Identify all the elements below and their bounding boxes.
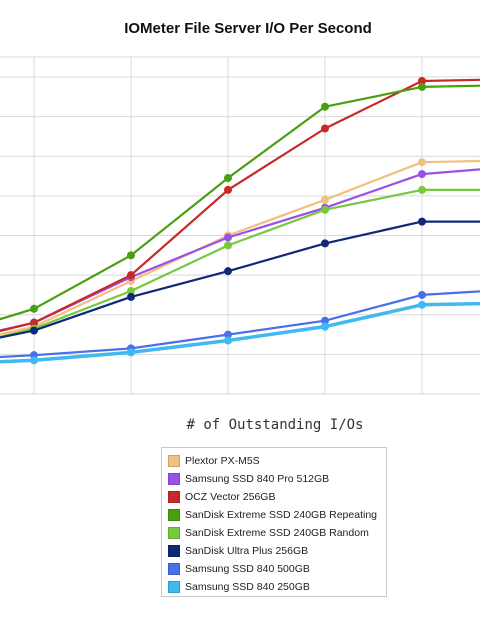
legend-swatch (168, 473, 180, 485)
legend: Plextor PX-M5S Samsung SSD 840 Pro 512GB O… (161, 447, 387, 597)
legend-item: SanDisk Extreme SSD 240GB Repeating (168, 506, 386, 524)
data-point (30, 304, 38, 313)
data-point (418, 217, 426, 226)
data-point (321, 316, 329, 325)
data-point (418, 158, 426, 167)
legend-label: Samsung SSD 840 Pro 512GB (185, 473, 330, 485)
series-5 (0, 217, 480, 339)
data-point (127, 251, 135, 260)
series-0 (0, 158, 480, 336)
series-line (0, 84, 480, 321)
legend-swatch (168, 509, 180, 521)
data-point (30, 326, 38, 335)
legend-item: Samsung SSD 840 Pro 512GB (168, 470, 386, 488)
data-point (224, 336, 232, 345)
grid (0, 56, 480, 395)
data-point (321, 205, 329, 214)
data-point (418, 76, 426, 85)
x-axis-label: # of Outstanding I/Os (186, 417, 364, 433)
data-point (30, 356, 38, 365)
data-point (127, 348, 135, 357)
data-point (321, 124, 329, 133)
legend-swatch (168, 545, 180, 557)
legend-label: SanDisk Extreme SSD 240GB Random (185, 527, 369, 539)
data-point (321, 102, 329, 111)
legend-item: Samsung SSD 840 250GB (168, 578, 386, 596)
legend-label: Plextor PX-M5S (185, 455, 260, 467)
legend-item: SanDisk Ultra Plus 256GB (168, 542, 386, 560)
legend-item: SanDisk Extreme SSD 240GB Random (168, 524, 386, 542)
series-7 (0, 300, 480, 365)
chart-title: IOMeter File Server I/O Per Second (124, 20, 372, 37)
data-point (224, 241, 232, 250)
line-chart: 2481632 (0, 56, 480, 395)
legend-label: Samsung SSD 840 250GB (185, 581, 310, 593)
data-point (224, 330, 232, 339)
legend-swatch (168, 563, 180, 575)
legend-swatch (168, 455, 180, 467)
data-point (127, 271, 135, 280)
legend-item: Samsung SSD 840 500GB (168, 560, 386, 578)
series-line (0, 188, 480, 339)
legend-label: OCZ Vector 256GB (185, 491, 276, 503)
legend-item: OCZ Vector 256GB (168, 488, 386, 506)
legend-label: SanDisk Extreme SSD 240GB Repeating (185, 509, 378, 521)
legend-item: Plextor PX-M5S (168, 452, 386, 470)
data-point (224, 185, 232, 194)
data-point (321, 239, 329, 248)
series-6 (0, 290, 480, 360)
legend-swatch (168, 527, 180, 539)
data-point (224, 233, 232, 242)
data-point (418, 170, 426, 179)
series-line (0, 290, 480, 359)
series-3 (0, 82, 480, 321)
data-point (127, 286, 135, 295)
series-line (0, 159, 480, 336)
legend-label: SanDisk Ultra Plus 256GB (185, 545, 309, 557)
series-2 (0, 76, 480, 333)
legend-swatch (168, 581, 180, 593)
data-point (30, 318, 38, 327)
series-4 (0, 185, 480, 339)
data-point (127, 292, 135, 301)
data-point (418, 290, 426, 299)
data-point (418, 82, 426, 91)
legend-swatch (168, 491, 180, 503)
series-group (0, 76, 480, 365)
data-point (418, 185, 426, 194)
data-point (224, 174, 232, 183)
data-point (418, 300, 426, 309)
data-point (321, 195, 329, 204)
data-point (321, 322, 329, 331)
data-point (224, 267, 232, 276)
legend-label: Samsung SSD 840 500GB (185, 563, 310, 575)
